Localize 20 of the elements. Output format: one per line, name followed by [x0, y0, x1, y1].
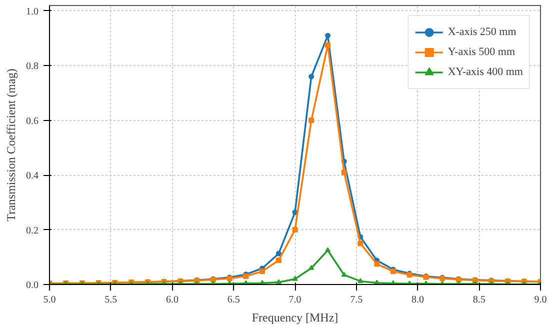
legend-label: Y-axis 500 mm [448, 45, 516, 59]
y-tick-label: 0.0 [26, 280, 38, 291]
x-tick-label: 8.0 [412, 294, 424, 306]
x-tick-label: 6.5 [227, 294, 240, 306]
x-tick-label: 7.5 [350, 294, 363, 306]
y-axis-title: Transmission Coefficient (mag) [4, 68, 18, 222]
x-tick-label: 5.0 [43, 294, 56, 306]
y-tick-label: 1.0 [26, 6, 38, 18]
y-tick-label: 0.6 [26, 116, 38, 127]
y-tick-label: 0.4 [26, 170, 38, 182]
legend-label: X-axis 250 mm [448, 25, 516, 39]
y-tick-label: 0.2 [26, 225, 38, 236]
x-tick-label: 9.0 [534, 294, 547, 306]
x-tick-label: 6.0 [166, 294, 178, 306]
legend-label: XY-axis 400 mm [448, 65, 523, 79]
y-tick-label: 0.8 [26, 61, 38, 72]
x-tick-label: 8.5 [472, 294, 486, 306]
x-tick-label: 7.0 [288, 294, 302, 306]
x-tick-label: 5.5 [104, 294, 118, 306]
x-axis-title: Frequency [MHz] [252, 310, 338, 324]
